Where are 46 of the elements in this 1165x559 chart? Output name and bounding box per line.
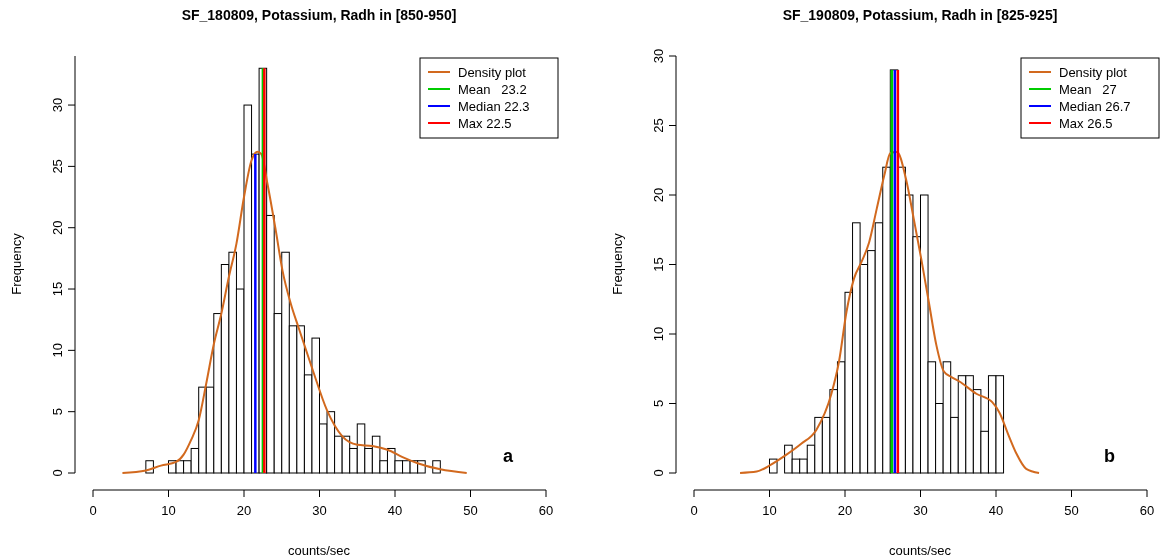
y-tick-label: 25 xyxy=(50,159,65,174)
legend-label: Density plot xyxy=(1059,65,1128,80)
x-tick-label: 30 xyxy=(913,503,928,518)
x-tick-label: 50 xyxy=(463,503,478,518)
x-axis-title: counts/sec xyxy=(888,543,952,558)
x-axis-title: counts/sec xyxy=(287,543,351,558)
legend-label: Max 22.5 xyxy=(458,116,512,131)
legend-label: Mean 27 xyxy=(1059,82,1117,97)
y-tick-label: 10 xyxy=(651,326,666,342)
x-tick-label: 10 xyxy=(762,503,777,518)
x-tick-label: 60 xyxy=(1139,503,1155,518)
y-tick-label: 5 xyxy=(651,399,666,408)
annotation: a xyxy=(503,446,514,466)
y-tick-label: 10 xyxy=(50,343,65,358)
x-tick-label: 40 xyxy=(988,503,1004,518)
x-tick-label: 0 xyxy=(89,503,97,518)
y-axis-title: Frequency xyxy=(610,232,625,295)
annotation: b xyxy=(1104,446,1115,466)
chart-title: SF_180809, Potassium, Radh in [850-950] xyxy=(181,7,457,23)
y-tick-label: 30 xyxy=(50,97,65,113)
y-tick-label: 5 xyxy=(50,408,65,416)
x-tick-label: 30 xyxy=(312,503,327,518)
y-tick-label: 20 xyxy=(651,187,666,203)
legend-label: Max 26.5 xyxy=(1059,116,1113,131)
legend-label: Median 22.3 xyxy=(458,99,530,114)
legend-label: Density plot xyxy=(458,65,527,80)
x-tick-label: 0 xyxy=(690,503,698,518)
x-tick-label: 60 xyxy=(538,503,554,518)
x-tick-label: 20 xyxy=(236,503,252,518)
y-tick-label: 20 xyxy=(50,220,65,235)
y-tick-label: 0 xyxy=(651,469,666,477)
y-tick-label: 25 xyxy=(651,118,666,133)
line-series xyxy=(739,150,1041,474)
x-tick-label: 40 xyxy=(387,503,403,518)
legend-label: Median 26.7 xyxy=(1059,99,1131,114)
chart-title: SF_190809, Potassium, Radh in [825-925] xyxy=(782,7,1058,23)
y-tick-label: 15 xyxy=(50,281,65,297)
x-tick-label: 20 xyxy=(837,503,853,518)
legend-label: Mean 23.2 xyxy=(458,82,527,97)
y-tick-label: 15 xyxy=(651,257,666,272)
y-tick-label: 30 xyxy=(651,48,666,64)
x-tick-label: 10 xyxy=(161,503,176,518)
line-series xyxy=(121,150,468,474)
y-tick-label: 0 xyxy=(50,469,65,477)
x-tick-label: 50 xyxy=(1064,503,1079,518)
y-axis-title: Frequency xyxy=(9,232,24,295)
